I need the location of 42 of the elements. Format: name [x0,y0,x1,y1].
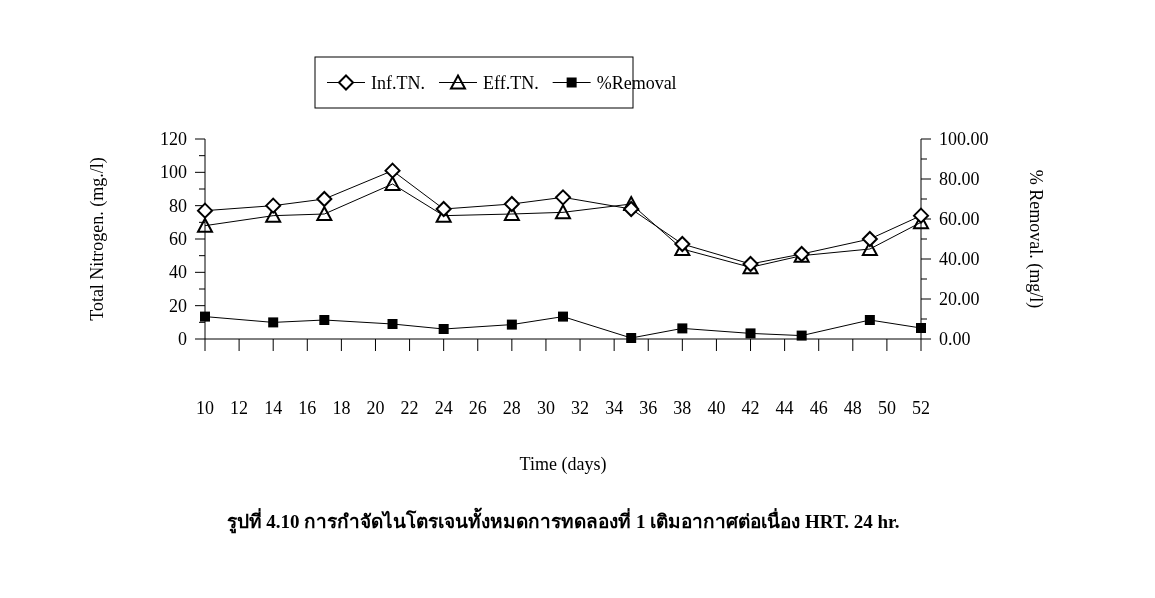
y2-tick-label: 80.00 [939,169,980,189]
x-tick-label: 24 [434,398,453,418]
y2-tick-label: 60.00 [939,209,980,229]
x-tick-label: 38 [673,398,692,418]
legend-label: Inf.TN. [371,72,425,93]
x-tick-label: 42 [741,398,760,418]
text: รูปที่ 4.10 การกำจัดไนโตรเจนทั้งหมดการทดลองที่ 1 เติมอากาศต่อเนื่อง HRT. 24 hr. [226,507,900,534]
x-tick-label: 18 [332,398,351,418]
y-tick-label: 0 [178,329,187,349]
x-tick-label: 46 [809,398,828,418]
x-tick-label: 16 [298,398,317,418]
x-tick-label: 22 [400,398,419,418]
y2-tick-label: 40.00 [939,249,980,269]
legend-label: Eff.TN. [482,72,539,93]
x-tick-label: 44 [775,398,794,418]
y-tick-label: 60 [169,229,187,249]
y2-tick-label: 100.00 [939,129,989,149]
x-tick-label: 36 [639,398,658,418]
x-tick-label: 12 [230,398,249,418]
x-tick-label: 20 [366,398,385,418]
y-tick-label: 20 [169,295,187,316]
y-tick-label: 40 [169,262,187,283]
x-tick-label: 52 [912,398,930,418]
x-tick-label: 28 [502,398,521,418]
y2-tick-label: 0.00 [939,329,971,349]
x-tick-label: 32 [571,398,590,418]
x-tick-label: 10 [196,398,214,418]
x-tick-label: 40 [707,398,726,418]
x-tick-label: 26 [468,398,487,418]
x-tick-label: 50 [877,398,896,418]
y-tick-label: 120 [160,129,187,149]
x-tick-label: 30 [536,398,555,418]
x-tick-label: 48 [843,398,862,418]
legend-label: %Removal [596,72,677,93]
y-axis-title: Total Nitrogen. (mg./l) [87,157,108,321]
x-axis-title: Time (days) [519,454,607,475]
y-tick-label: 100 [160,162,187,183]
x-tick-label: 34 [605,398,624,418]
y-tick-label: 80 [169,195,187,216]
y2-tick-label: 20.00 [939,289,980,309]
y2-axis-title: % Removal. (mg/l) [1025,169,1046,309]
x-tick-label: 14 [264,398,283,418]
